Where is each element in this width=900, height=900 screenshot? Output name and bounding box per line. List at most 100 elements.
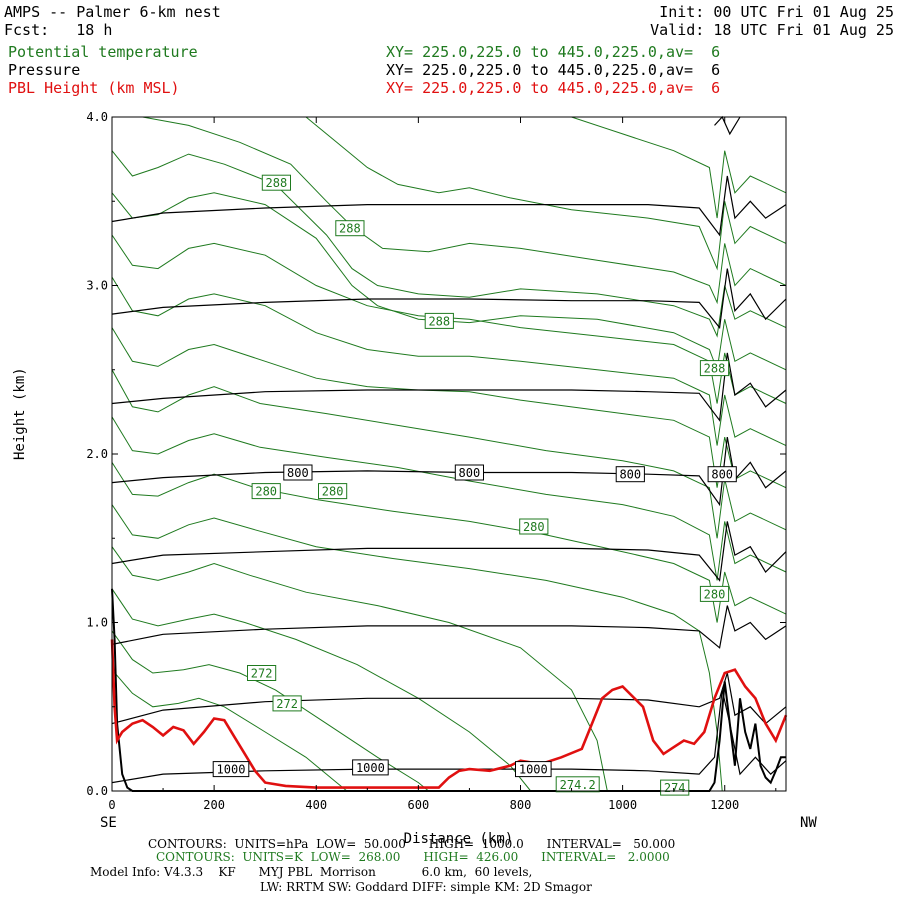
pressure-label-5: 800 <box>615 466 645 483</box>
theta-label-8: 272 <box>247 665 277 681</box>
theta-label-7: 280 <box>699 585 730 602</box>
theta-label-text: 272 <box>276 697 298 711</box>
footer-theta-contours: CONTOURS: UNITS=K LOW= 268.00 HIGH= 426.… <box>156 850 670 864</box>
pressure-label-text: 800 <box>287 466 309 480</box>
field-pressure-name: Pressure <box>8 61 81 79</box>
theta-label-box <box>555 776 600 793</box>
theta-label-text: 288 <box>266 176 288 190</box>
y-tick-label: 3.0 <box>86 279 108 293</box>
pressure-contour-7 <box>111 175 787 237</box>
theta-label-3: 288 <box>699 360 730 377</box>
y-tick-label: 1.0 <box>86 616 108 630</box>
pressure-contour-1 <box>111 672 787 725</box>
x-tick-label: 1000 <box>608 798 637 812</box>
theta-label-text: 272 <box>251 667 273 681</box>
x-tick-label: 600 <box>408 798 430 812</box>
pressure-label-box <box>454 464 484 481</box>
theta-label-box <box>424 312 454 329</box>
footer-pressure-contours: CONTOURS: UNITS=hPa LOW= 50.000 HIGH= 10… <box>148 837 676 851</box>
pressure-label-box <box>707 466 737 483</box>
theta-label-2: 288 <box>424 312 454 329</box>
x-tick-label: 1200 <box>710 798 739 812</box>
theta-contour-15 <box>571 116 787 219</box>
y-tick-label: 4.0 <box>86 110 108 124</box>
x-tick-label: 400 <box>305 798 327 812</box>
pressure-label-1: 1000 <box>352 759 389 776</box>
pbl-height-line <box>110 639 788 789</box>
chart-title: AMPS -- Palmer 6-km nest <box>4 3 221 21</box>
forecast-hour: Fcst: 18 h <box>4 21 113 39</box>
theta-label-text: 274 <box>664 781 686 795</box>
pressure-label-text: 1000 <box>217 763 246 777</box>
theta-label-text: 280 <box>322 485 344 499</box>
pressure-label-3: 800 <box>283 464 313 481</box>
theta-label-box <box>318 483 348 500</box>
x-tick-label: 800 <box>510 798 532 812</box>
pressure-label-text: 800 <box>459 466 481 480</box>
plot-frame <box>111 116 787 792</box>
pressure-label-box <box>515 761 552 778</box>
theta-label-text: 274.2 <box>560 778 596 792</box>
theta-label-text: 280 <box>704 587 726 601</box>
theta-label-box <box>272 695 302 712</box>
theta-label-box <box>519 518 549 535</box>
pbl-height-series <box>110 639 788 789</box>
theta-label-box <box>247 665 277 681</box>
theta-label-box <box>699 585 730 602</box>
y-tick-label: 0.0 <box>86 784 108 798</box>
theta-label-5: 280 <box>318 483 348 500</box>
pressure-label-text: 800 <box>711 468 733 482</box>
theta-contour-1 <box>111 630 429 792</box>
contour-labels: 288 288 288 288 280 280 280 280 272 272 274.2 274 10… <box>212 174 737 796</box>
field-theta-xy: XY= 225.0,225.0 to 445.0,225.0,av= 6 <box>386 43 721 61</box>
pressure-label-4: 800 <box>454 464 484 481</box>
pressure-label-box <box>352 759 389 776</box>
pressure-label-box <box>212 761 250 778</box>
theta-label-11: 274 <box>660 779 690 796</box>
pressure-label-text: 1000 <box>519 763 548 777</box>
theta-contour-2 <box>111 588 532 792</box>
axes: 0 200 400 600 800 1000 1200 0.0 1.0 2.0 3.0 4.0 <box>86 110 786 812</box>
init-time: Init: 00 UTC Fri 01 Aug 25 <box>659 3 894 21</box>
pressure-contour-6 <box>111 268 787 330</box>
pressure-label-6: 800 <box>707 466 737 483</box>
theta-label-4: 280 <box>251 483 281 500</box>
pressure-label-box <box>615 466 645 483</box>
theta-label-box <box>335 220 365 237</box>
y-tick-label: 2.0 <box>86 447 108 461</box>
pressure-label-box <box>283 464 313 481</box>
theta-label-box <box>261 174 291 191</box>
footer-model-info: Model Info: V4.3.3 KF MYJ PBL Morrison 6… <box>90 865 533 879</box>
theta-contour-14 <box>305 116 787 271</box>
theta-contour-11 <box>111 192 787 372</box>
pressure-contour-8 <box>714 115 741 136</box>
terrain-surface <box>111 588 786 792</box>
theta-contour-10 <box>111 234 787 404</box>
footer-physics: LW: RRTM SW: Goddard DIFF: simple KM: 2D… <box>260 880 592 894</box>
pressure-contour-2 <box>111 605 787 649</box>
theta-contours <box>111 116 787 792</box>
valid-time: Valid: 18 UTC Fri 01 Aug 25 <box>650 21 894 39</box>
theta-label-box <box>251 483 281 500</box>
y-axis-title: Height (km) <box>12 367 28 460</box>
se-label: SE <box>100 815 117 831</box>
pressure-label-text: 1000 <box>356 761 385 775</box>
theta-contour-3 <box>111 546 608 792</box>
terrain-line <box>111 588 786 792</box>
theta-label-text: 288 <box>704 362 726 376</box>
theta-label-text: 280 <box>523 520 545 534</box>
theta-label-box <box>699 360 730 377</box>
theta-label-0: 288 <box>261 174 291 191</box>
theta-label-1: 288 <box>335 220 365 237</box>
theta-contour-5 <box>111 462 787 623</box>
field-pbl-name: PBL Height (km MSL) <box>8 79 180 97</box>
theta-contour-7 <box>111 369 787 539</box>
theta-label-text: 288 <box>339 222 361 236</box>
x-axis-title: Distance (km) <box>403 831 514 847</box>
theta-label-text: 288 <box>428 314 450 328</box>
field-pbl-xy: XY= 225.0,225.0 to 445.0,225.0,av= 6 <box>386 79 721 97</box>
pressure-contour-5 <box>111 352 787 422</box>
pressure-contour-4 <box>111 436 787 507</box>
x-axis-label: Distance (km) <box>0 814 900 848</box>
